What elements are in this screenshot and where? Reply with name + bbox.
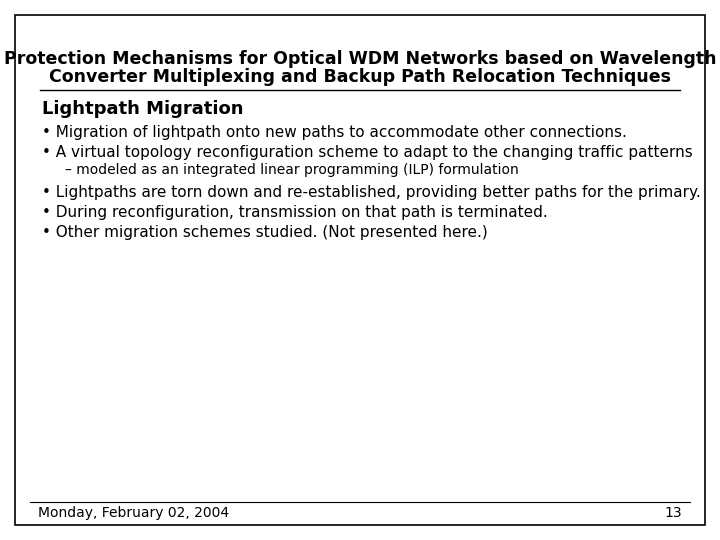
Text: 13: 13 xyxy=(665,506,682,520)
Text: Monday, February 02, 2004: Monday, February 02, 2004 xyxy=(38,506,229,520)
Text: • A virtual topology reconfiguration scheme to adapt to the changing traffic pat: • A virtual topology reconfiguration sch… xyxy=(42,145,693,160)
Text: Lightpath Migration: Lightpath Migration xyxy=(42,100,243,118)
Text: • Lightpaths are torn down and re-established, providing better paths for the pr: • Lightpaths are torn down and re-establ… xyxy=(42,185,701,200)
Text: • During reconfiguration, transmission on that path is terminated.: • During reconfiguration, transmission o… xyxy=(42,205,548,220)
Text: • Migration of lightpath onto new paths to accommodate other connections.: • Migration of lightpath onto new paths … xyxy=(42,125,627,140)
Text: Protection Mechanisms for Optical WDM Networks based on Wavelength: Protection Mechanisms for Optical WDM Ne… xyxy=(4,50,716,68)
Text: • Other migration schemes studied. (Not presented here.): • Other migration schemes studied. (Not … xyxy=(42,225,487,240)
Text: – modeled as an integrated linear programming (ILP) formulation: – modeled as an integrated linear progra… xyxy=(65,163,518,177)
Text: Converter Multiplexing and Backup Path Relocation Techniques: Converter Multiplexing and Backup Path R… xyxy=(49,68,671,86)
